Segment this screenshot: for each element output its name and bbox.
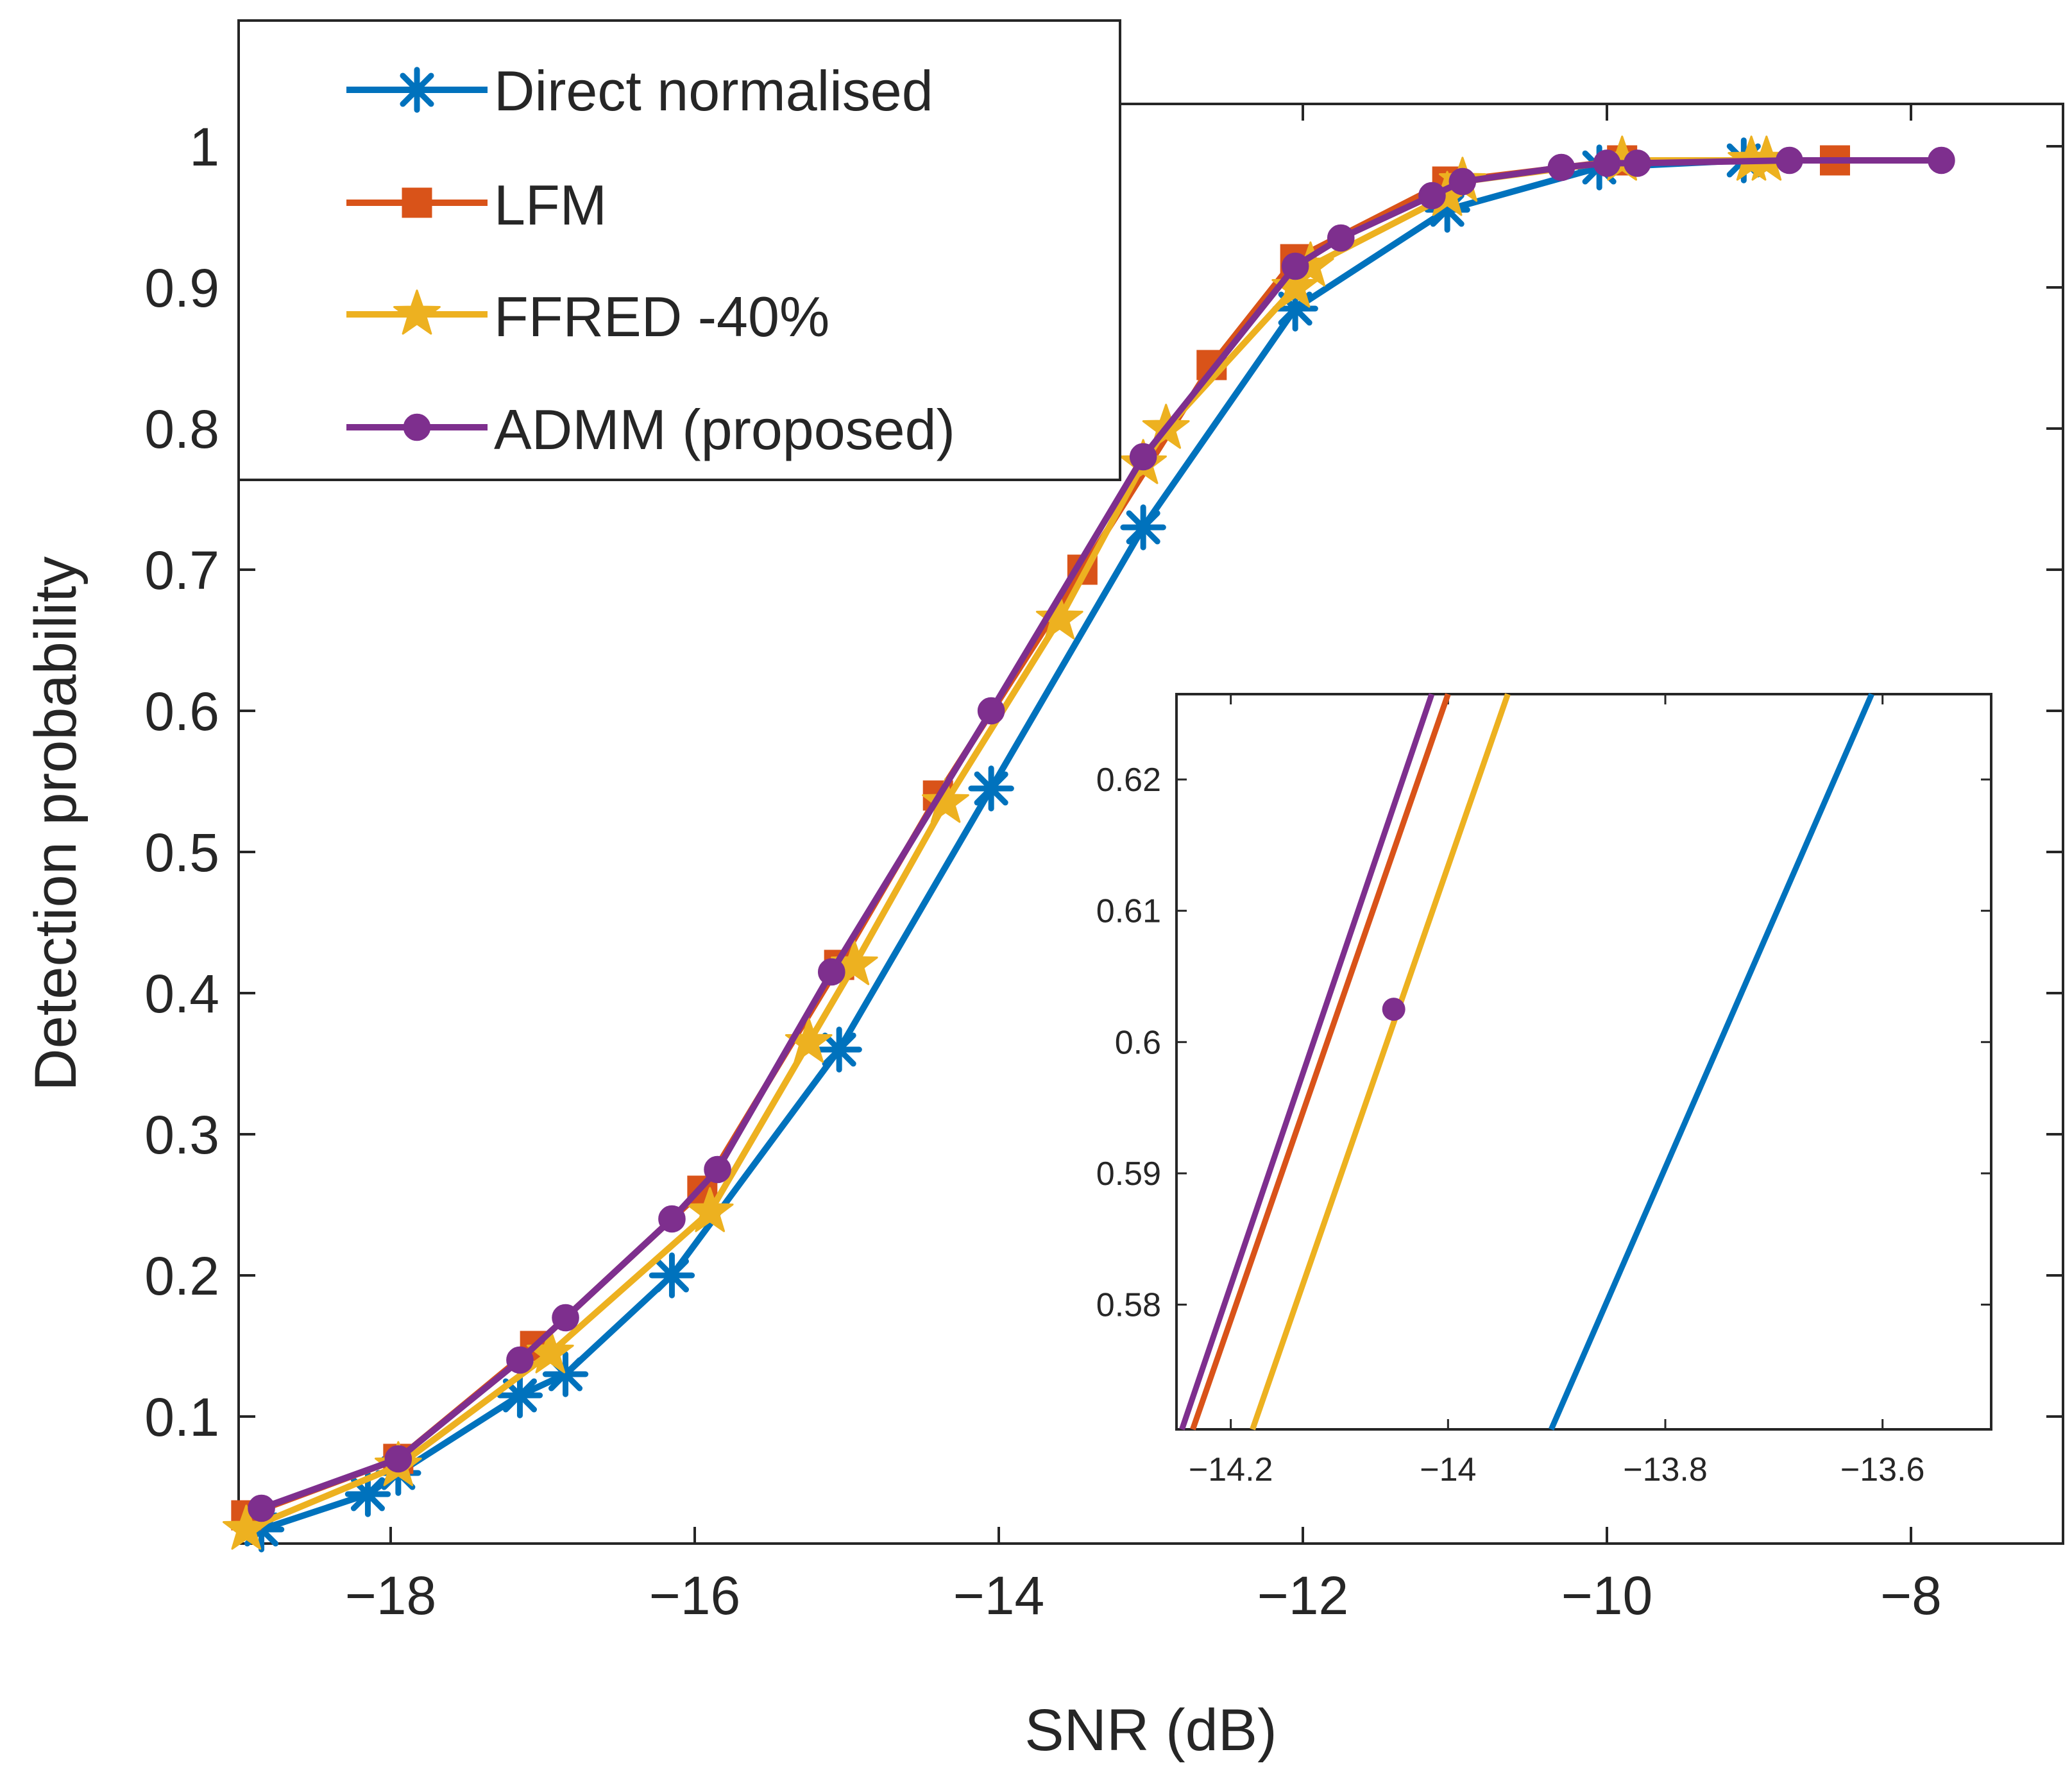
data-point-admm-proposed: [248, 1494, 275, 1522]
inset-y-tick-label: 0.59: [1096, 1155, 1161, 1193]
y-tick-label: 0.2: [144, 1246, 219, 1306]
data-point-direct-normalised-stroke: [822, 1032, 856, 1067]
data-point-ffred-40: [1271, 262, 1319, 308]
inset-x-tick-label: −13.8: [1623, 1451, 1708, 1488]
inset-series-direct-normalised: [1549, 693, 1874, 1431]
y-tick-label: 1: [189, 117, 219, 177]
data-point-admm-proposed: [1418, 182, 1446, 210]
inset-y-tick-label: 0.6: [1115, 1024, 1161, 1061]
data-point-admm-proposed: [704, 1155, 731, 1184]
inset-y-tick-label: 0.62: [1096, 762, 1161, 799]
inset-x-tick-label: −14.2: [1189, 1451, 1273, 1488]
data-point-admm-proposed: [658, 1205, 686, 1233]
legend-box: [237, 19, 1121, 481]
data-point-ffred-40: [922, 778, 969, 823]
legend-label-admm: ADMM (proposed): [494, 398, 955, 461]
data-point-direct-normalised-stroke: [1126, 510, 1160, 545]
inset-series-line-admm-proposed: [1179, 693, 1435, 1431]
data-point-ffred-40: [686, 1187, 734, 1232]
y-tick-label: 0.8: [144, 399, 219, 459]
data-point-admm-proposed: [1776, 146, 1803, 174]
inset-series-admm-proposed: [1179, 693, 1435, 1431]
inset-plot-area: [1175, 693, 1992, 1431]
inset-series-lfm: [1190, 693, 1451, 1431]
data-point-admm-proposed: [506, 1346, 534, 1374]
legend-marker: [403, 413, 431, 441]
x-tick-label: −18: [345, 1565, 437, 1626]
inset-series-line-direct-normalised: [1549, 693, 1874, 1431]
data-point-admm-proposed: [1928, 146, 1955, 174]
legend-label-ffred: FFRED -40%: [494, 285, 829, 348]
inset-series-ffred-40: [1250, 693, 1511, 1431]
legend-marker: [402, 187, 432, 218]
data-point-admm-proposed: [1129, 443, 1157, 471]
legend-marker: [393, 289, 441, 335]
series-admm-proposed: [248, 146, 1955, 1522]
data-point-admm-proposed: [384, 1445, 412, 1473]
legend-sample-lfm: [346, 187, 488, 218]
data-point-admm-proposed: [1547, 153, 1575, 182]
y-tick-label: 0.6: [144, 681, 219, 742]
x-tick-label: −10: [1561, 1565, 1653, 1626]
data-point-admm-proposed: [1624, 149, 1651, 177]
data-point-ffred-40: [1035, 594, 1083, 640]
inset-series-line-lfm: [1190, 693, 1451, 1431]
y-tick-label: 0.3: [144, 1105, 219, 1165]
inset-y-tick-label: 0.58: [1096, 1287, 1161, 1324]
data-point-direct-normalised-stroke: [654, 1258, 690, 1293]
data-point-direct-normalised: [649, 1252, 695, 1298]
y-tick-label: 0.7: [144, 540, 219, 600]
legend-sample-admm-proposed: [346, 413, 488, 441]
data-point-admm-proposed: [977, 697, 1005, 725]
inset-x-tick-label: −13.6: [1840, 1451, 1925, 1488]
data-point-direct-normalised-stroke: [502, 1378, 538, 1413]
data-point-admm-proposed: [1327, 224, 1355, 252]
data-point-direct-normalised: [1120, 504, 1166, 550]
x-tick-label: −14: [953, 1565, 1045, 1626]
data-point-admm-proposed: [1448, 167, 1477, 196]
data-point-admm-proposed: [552, 1304, 579, 1332]
inset-series-line-ffred-40: [1250, 693, 1511, 1431]
data-point-direct-normalised-stroke: [974, 771, 1008, 806]
y-tick-label: 0.5: [144, 822, 219, 883]
legend-label-lfm: LFM: [494, 173, 607, 237]
inset-x-tick-label: −14: [1420, 1451, 1476, 1488]
x-tick-label: −16: [649, 1565, 741, 1626]
legend: Direct normalised LFM FFRED -40% ADMM (p…: [237, 19, 1121, 481]
legend-sample-direct-normalised: [346, 67, 488, 113]
inset-data-point-admm-proposed: [1382, 998, 1405, 1021]
data-point-admm-proposed: [1281, 252, 1309, 280]
data-point-ffred-40: [223, 1504, 270, 1550]
x-tick-label: −8: [1880, 1565, 1942, 1626]
data-point-direct-normalised: [497, 1372, 543, 1418]
inset-y-tick-label: 0.61: [1096, 893, 1161, 930]
x-tick-label: −12: [1257, 1565, 1349, 1626]
data-point-admm-proposed: [818, 958, 845, 986]
y-tick-label: 0.4: [144, 964, 219, 1024]
y-axis-label: Detection probability: [23, 556, 89, 1091]
y-tick-label: 0.1: [144, 1387, 219, 1447]
x-axis-label: SNR (dB): [1024, 1698, 1277, 1763]
data-point-direct-normalised-stroke: [350, 1477, 386, 1511]
data-point-admm-proposed: [1593, 149, 1621, 177]
legend-marker: [394, 67, 440, 113]
legend-marker-stroke: [400, 72, 434, 107]
data-point-direct-normalised-stroke: [548, 1357, 583, 1392]
legend-label-direct-normalised: Direct normalised: [494, 59, 933, 123]
legend-sample-ffred-40: [346, 289, 488, 335]
data-point-direct-normalised: [968, 765, 1014, 812]
data-point-direct-normalised: [816, 1026, 862, 1073]
y-tick-label: 0.9: [144, 258, 219, 318]
